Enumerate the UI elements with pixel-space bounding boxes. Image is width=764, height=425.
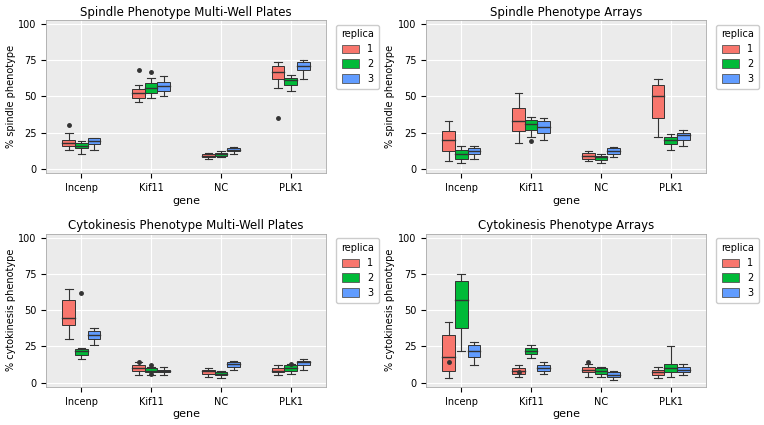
Bar bbox=[455, 150, 468, 159]
Bar bbox=[297, 361, 309, 365]
Legend: 1, 2, 3: 1, 2, 3 bbox=[716, 238, 759, 303]
Bar bbox=[594, 368, 607, 374]
Bar bbox=[145, 368, 157, 372]
Legend: 1, 2, 3: 1, 2, 3 bbox=[336, 238, 379, 303]
Legend: 1, 2, 3: 1, 2, 3 bbox=[716, 25, 759, 89]
Bar bbox=[157, 370, 170, 372]
Bar bbox=[132, 365, 145, 371]
Bar bbox=[75, 349, 88, 355]
Bar bbox=[512, 108, 525, 131]
Bar bbox=[652, 85, 665, 118]
Bar bbox=[665, 137, 677, 144]
Bar bbox=[227, 363, 240, 367]
Bar bbox=[202, 154, 215, 157]
Bar bbox=[272, 368, 284, 372]
Bar bbox=[665, 364, 677, 372]
Bar bbox=[455, 281, 468, 328]
Bar bbox=[75, 143, 88, 148]
Bar bbox=[582, 153, 594, 159]
Bar bbox=[607, 372, 620, 377]
Bar bbox=[468, 148, 480, 154]
Bar bbox=[582, 367, 594, 372]
X-axis label: gene: gene bbox=[172, 409, 200, 419]
Y-axis label: % cytokinesis phenotype: % cytokinesis phenotype bbox=[386, 249, 396, 371]
Bar bbox=[284, 365, 297, 371]
Bar bbox=[442, 131, 455, 151]
Bar bbox=[537, 121, 550, 133]
Bar bbox=[157, 82, 170, 91]
X-axis label: gene: gene bbox=[172, 196, 200, 206]
Bar bbox=[468, 345, 480, 357]
Y-axis label: % cytokinesis phenotype: % cytokinesis phenotype bbox=[5, 249, 15, 371]
Bar bbox=[145, 83, 157, 94]
Bar bbox=[88, 139, 100, 144]
Y-axis label: % spindle phenotype: % spindle phenotype bbox=[5, 45, 15, 148]
Title: Spindle Phenotype Arrays: Spindle Phenotype Arrays bbox=[490, 6, 643, 19]
Title: Cytokinesis Phenotype Multi-Well Plates: Cytokinesis Phenotype Multi-Well Plates bbox=[68, 219, 304, 232]
Bar bbox=[607, 148, 620, 154]
Bar bbox=[88, 331, 100, 339]
Bar bbox=[227, 148, 240, 151]
Bar bbox=[215, 372, 227, 375]
Bar bbox=[525, 348, 537, 354]
X-axis label: gene: gene bbox=[552, 196, 580, 206]
Bar bbox=[215, 153, 227, 156]
Bar bbox=[63, 300, 75, 325]
Bar bbox=[537, 365, 550, 371]
Bar bbox=[525, 119, 537, 130]
Bar bbox=[284, 78, 297, 85]
X-axis label: gene: gene bbox=[552, 409, 580, 419]
Bar bbox=[63, 140, 75, 146]
Bar bbox=[594, 156, 607, 160]
Title: Spindle Phenotype Multi-Well Plates: Spindle Phenotype Multi-Well Plates bbox=[80, 6, 292, 19]
Bar bbox=[272, 66, 284, 79]
Bar bbox=[677, 133, 690, 140]
Y-axis label: % spindle phenotype: % spindle phenotype bbox=[386, 45, 396, 148]
Bar bbox=[132, 89, 145, 98]
Title: Cytokinesis Phenotype Arrays: Cytokinesis Phenotype Arrays bbox=[478, 219, 654, 232]
Bar bbox=[677, 367, 690, 372]
Bar bbox=[297, 62, 309, 71]
Bar bbox=[202, 370, 215, 374]
Legend: 1, 2, 3: 1, 2, 3 bbox=[336, 25, 379, 89]
Bar bbox=[512, 368, 525, 374]
Bar bbox=[652, 370, 665, 375]
Bar bbox=[442, 335, 455, 371]
